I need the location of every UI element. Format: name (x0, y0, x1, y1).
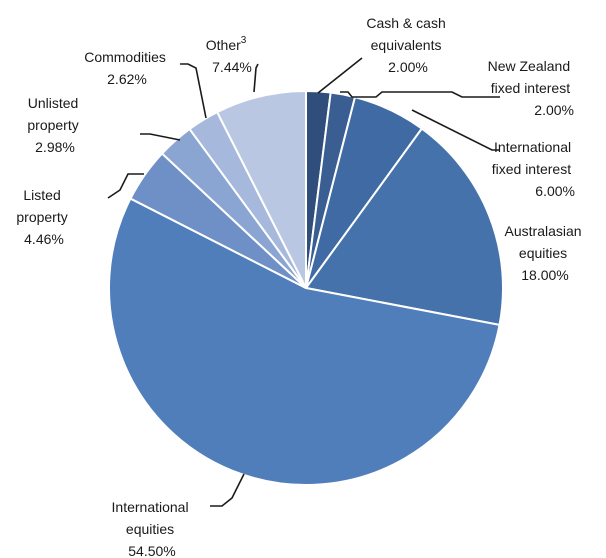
slice-label-other: Other3 7.44% (206, 30, 252, 75)
slice-label-unlisted: Unlisted property 2.98% (27, 95, 82, 155)
leader-line-cash (317, 57, 363, 94)
footnote-superscript: 3 (241, 35, 247, 46)
leader-lines (107, 57, 500, 507)
slice-label-commodities: Commodities 2.62% (84, 49, 170, 87)
slice-label-intl-fixed: International fixed interest 6.00% (492, 139, 575, 199)
leader-line-other (253, 63, 259, 93)
slice-label-intl-equities: International equities 54.50% (112, 499, 193, 558)
slice-label-aus-equities: Australasian equities 18.00% (505, 223, 586, 283)
leader-line-nz-fixed (340, 91, 500, 98)
slice-labels: Cash & cash equivalents 2.00% New Zealan… (16, 15, 586, 558)
leader-line-intl-fixed (411, 109, 500, 151)
slice-label-listed: Listed property 4.46% (16, 187, 71, 247)
slice-label-nz-fixed: New Zealand fixed interest 2.00% (488, 58, 574, 118)
leader-line-intl-equities (210, 473, 245, 507)
pie-slices (108, 89, 504, 486)
leader-line-unlisted (140, 133, 181, 141)
pie-slice-australasian-equities (304, 127, 504, 327)
pie-slice-international-equities (108, 197, 501, 486)
leader-line-commodities (180, 63, 207, 119)
leader-line-listed (107, 173, 144, 199)
pie-slice-other (215, 89, 307, 289)
slice-label-cash: Cash & cash equivalents 2.00% (366, 15, 449, 75)
